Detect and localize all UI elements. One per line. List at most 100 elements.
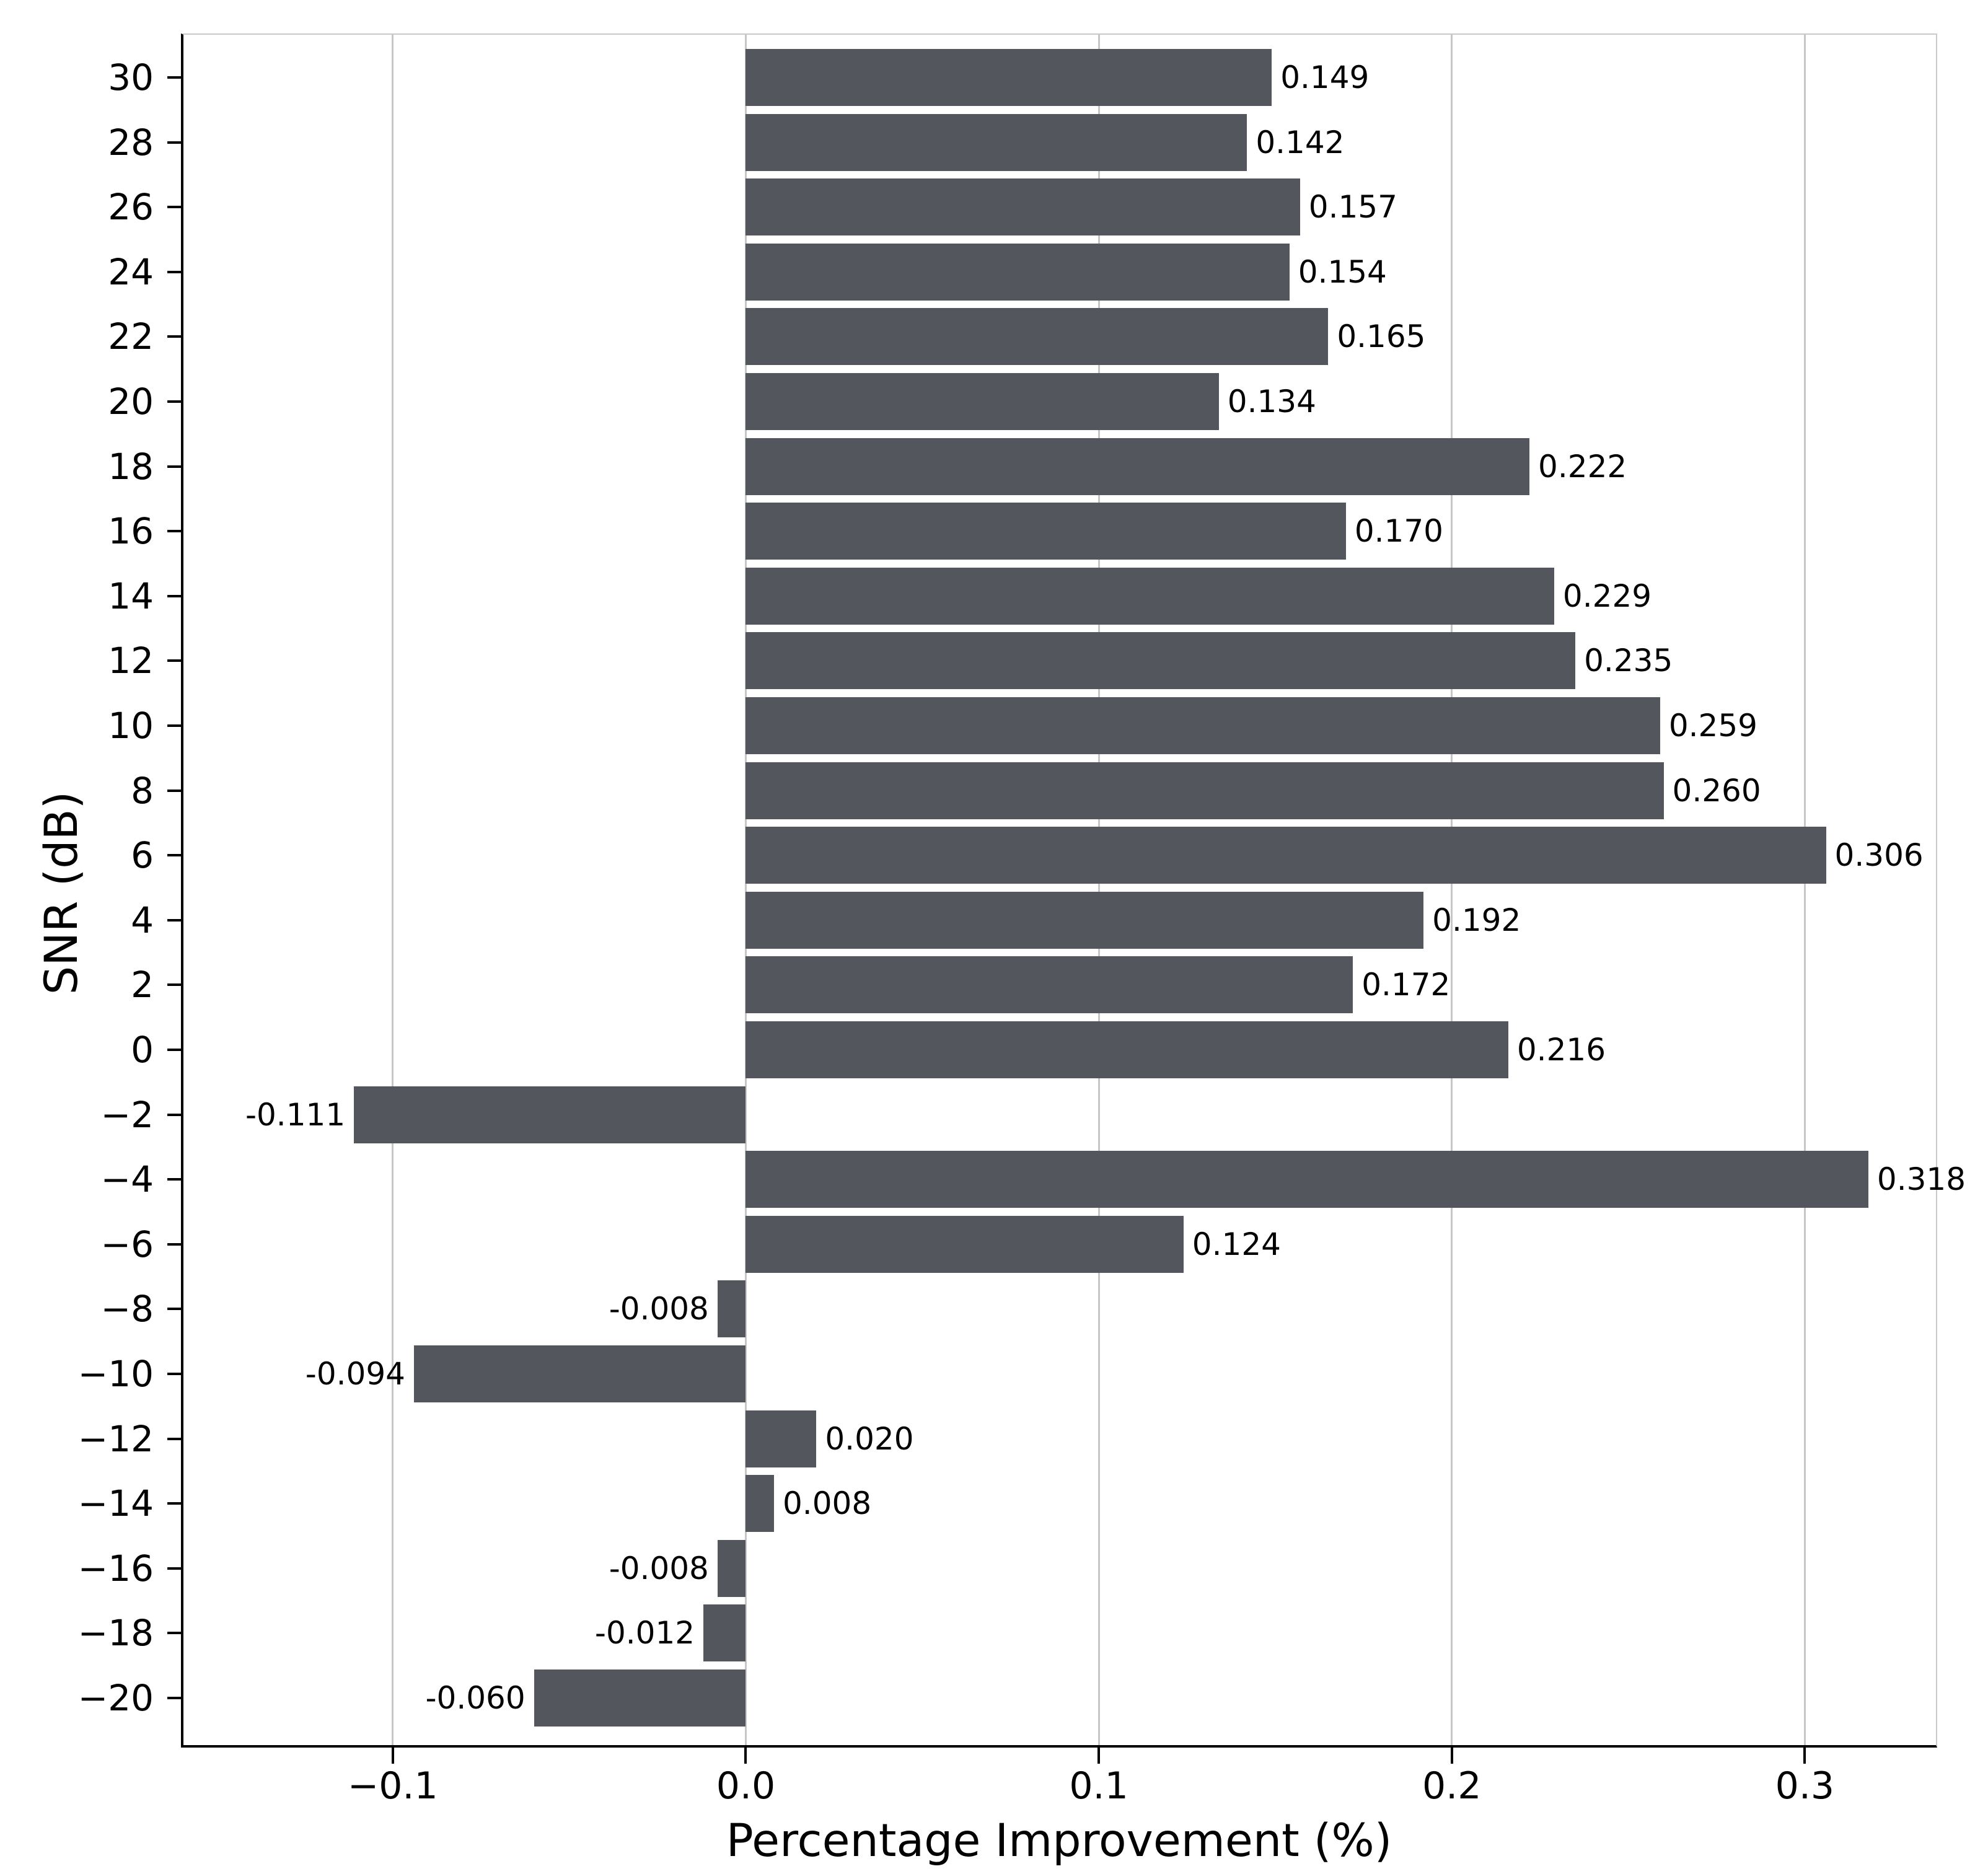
bar-value-label: 0.216 bbox=[1516, 1032, 1606, 1068]
x-tick-mark bbox=[744, 1746, 747, 1764]
y-tick-mark bbox=[167, 76, 181, 79]
x-tick-mark bbox=[1097, 1746, 1101, 1764]
y-tick-label: 20 bbox=[108, 381, 154, 423]
bar-value-label: -0.008 bbox=[609, 1291, 709, 1327]
y-tick-mark bbox=[167, 1697, 181, 1699]
y-tick-mark bbox=[167, 141, 181, 144]
y-tick-label: −16 bbox=[77, 1547, 154, 1590]
bar-value-label: 0.165 bbox=[1337, 319, 1426, 355]
y-tick-label: −8 bbox=[100, 1288, 154, 1331]
y-tick-label: 12 bbox=[108, 640, 154, 682]
bar-value-label: 0.154 bbox=[1298, 253, 1387, 290]
y-tick-mark bbox=[167, 1502, 181, 1505]
bar-value-label: 0.170 bbox=[1354, 513, 1443, 550]
y-tick-mark bbox=[167, 206, 181, 209]
bar bbox=[746, 438, 1530, 495]
y-tick-label: 24 bbox=[108, 250, 154, 293]
y-tick-mark bbox=[167, 1567, 181, 1570]
bar-value-label: 0.134 bbox=[1227, 384, 1316, 420]
bar bbox=[413, 1345, 746, 1402]
bar bbox=[703, 1604, 746, 1662]
y-tick-mark bbox=[167, 1373, 181, 1375]
y-tick-mark bbox=[167, 1632, 181, 1635]
y-tick-mark bbox=[167, 335, 181, 338]
y-tick-mark bbox=[167, 1243, 181, 1246]
y-tick-label: −14 bbox=[77, 1482, 154, 1525]
y-tick-label: 8 bbox=[131, 769, 154, 812]
bar-value-label: 0.149 bbox=[1280, 59, 1370, 95]
y-tick-mark bbox=[167, 1178, 181, 1181]
y-tick-label: 2 bbox=[131, 964, 154, 1006]
y-tick-label: −4 bbox=[100, 1158, 154, 1201]
x-tick-mark bbox=[1803, 1746, 1806, 1764]
y-tick-label: 28 bbox=[108, 121, 154, 164]
plot-area bbox=[181, 33, 1937, 1748]
bar-value-label: -0.012 bbox=[594, 1615, 695, 1652]
y-tick-label: 6 bbox=[131, 834, 154, 877]
y-tick-label: 14 bbox=[108, 574, 154, 617]
x-gridline bbox=[1451, 34, 1453, 1745]
y-axis-title: SNR (dB) bbox=[35, 791, 88, 995]
bar-value-label: 0.229 bbox=[1562, 578, 1652, 614]
y-tick-mark bbox=[167, 1437, 181, 1440]
bar bbox=[746, 503, 1346, 560]
bar-value-label: 0.142 bbox=[1256, 124, 1345, 161]
bar-value-label: 0.259 bbox=[1668, 708, 1757, 744]
bar-value-label: -0.008 bbox=[609, 1550, 709, 1586]
bar bbox=[746, 956, 1353, 1014]
y-tick-mark bbox=[167, 465, 181, 468]
bar-value-label: 0.306 bbox=[1834, 837, 1924, 874]
y-tick-mark bbox=[167, 1113, 181, 1116]
bar bbox=[746, 1151, 1868, 1208]
bar-value-label: -0.060 bbox=[425, 1680, 526, 1716]
x-tick-mark bbox=[1450, 1746, 1453, 1764]
y-tick-mark bbox=[167, 918, 181, 922]
bar-value-label: 0.318 bbox=[1876, 1161, 1966, 1198]
y-tick-label: −18 bbox=[77, 1612, 154, 1655]
bar bbox=[746, 178, 1300, 236]
bar-value-label: -0.094 bbox=[305, 1356, 405, 1392]
bar bbox=[746, 632, 1576, 690]
x-gridline bbox=[392, 34, 394, 1745]
bar bbox=[746, 113, 1247, 171]
bar bbox=[354, 1086, 746, 1143]
bar bbox=[746, 373, 1219, 430]
y-tick-label: 16 bbox=[108, 510, 154, 553]
y-tick-mark bbox=[167, 1308, 181, 1311]
bar bbox=[746, 1021, 1508, 1078]
bar-value-label: 0.020 bbox=[825, 1420, 914, 1457]
y-tick-label: 22 bbox=[108, 315, 154, 358]
bar-value-label: 0.192 bbox=[1432, 902, 1521, 938]
y-tick-mark bbox=[167, 854, 181, 857]
bar-value-label: 0.260 bbox=[1672, 772, 1761, 809]
bar-value-label: 0.157 bbox=[1308, 189, 1397, 226]
x-tick-label: −0.1 bbox=[347, 1764, 438, 1808]
x-axis-title: Percentage Improvement (%) bbox=[726, 1815, 1392, 1867]
x-tick-label: 0.3 bbox=[1775, 1764, 1835, 1808]
y-tick-label: 4 bbox=[131, 899, 154, 941]
bar bbox=[746, 1215, 1184, 1273]
y-tick-label: 26 bbox=[108, 186, 154, 229]
bar bbox=[746, 1475, 774, 1533]
bar-value-label: -0.111 bbox=[245, 1096, 346, 1133]
y-tick-label: −6 bbox=[100, 1223, 154, 1265]
y-tick-mark bbox=[167, 530, 181, 533]
x-tick-label: 0.2 bbox=[1422, 1764, 1482, 1808]
x-gridline bbox=[744, 34, 747, 1745]
bar bbox=[534, 1669, 746, 1727]
y-tick-mark bbox=[167, 659, 181, 662]
y-tick-label: 18 bbox=[108, 445, 154, 488]
bar bbox=[746, 827, 1826, 884]
y-tick-mark bbox=[167, 1049, 181, 1051]
bar bbox=[717, 1280, 746, 1338]
bar bbox=[746, 243, 1290, 301]
y-tick-label: −2 bbox=[100, 1093, 154, 1136]
x-tick-label: 0.0 bbox=[716, 1764, 776, 1808]
bar bbox=[746, 697, 1660, 754]
x-gridline bbox=[1097, 34, 1100, 1745]
y-tick-label: −10 bbox=[77, 1353, 154, 1395]
bar-value-label: 0.222 bbox=[1538, 448, 1627, 485]
y-tick-mark bbox=[167, 270, 181, 273]
bar bbox=[746, 762, 1664, 819]
